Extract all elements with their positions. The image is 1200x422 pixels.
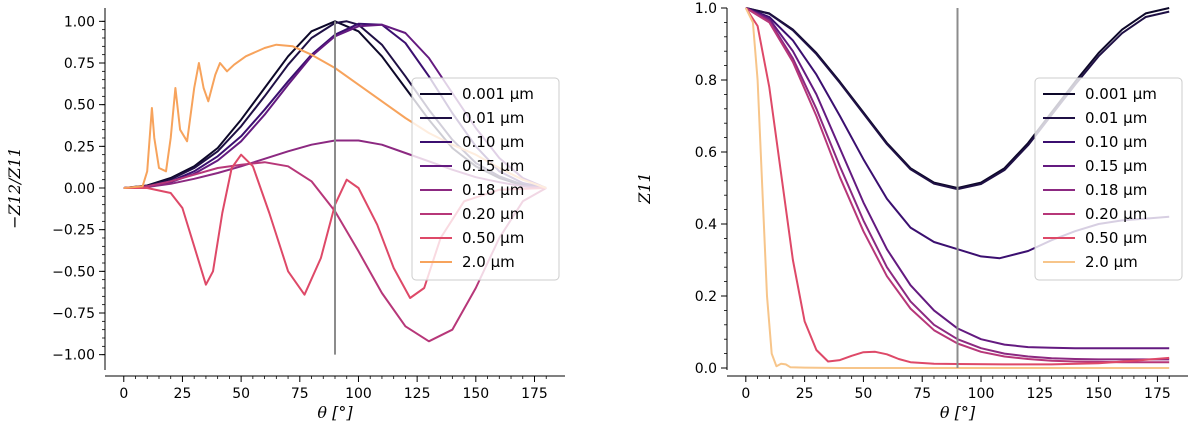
legend-label-1: 0.01 μm	[1085, 109, 1147, 127]
legend: 0.001 μm 0.01 μm 0.10 μm 0.15 μm 0.18 μm 0.20…	[1034, 77, 1183, 281]
y-tick-label-0: 0.0	[695, 361, 717, 377]
y-tick-label-1: −0.75	[52, 306, 95, 322]
y-tick-label-4: 0.8	[695, 73, 717, 89]
x-tick-label-7: 175	[521, 386, 548, 402]
legend-label-0: 0.001 μm	[462, 85, 534, 103]
legend-label-7: 2.0 μm	[1085, 253, 1138, 271]
x-ticks: 0 25 50 75 100 125 150 175	[741, 376, 1171, 402]
legend-label-3: 0.15 μm	[1085, 157, 1147, 175]
x-tick-label-1: 25	[796, 386, 814, 402]
x-tick-label-2: 50	[855, 386, 873, 402]
y-tick-label-3: −0.25	[52, 223, 95, 239]
legend-label-6: 0.50 μm	[1085, 229, 1147, 247]
y-tick-label-5: 0.25	[64, 139, 95, 155]
x-axis-label: θ [°]	[940, 403, 976, 422]
x-tick-label-3: 75	[291, 386, 309, 402]
legend-label-4: 0.18 μm	[1085, 181, 1147, 199]
chart-right-z11: 0.001 μm0.01 μm0.10 μm0.15 μm0.18 μm0.20…	[635, 1, 1188, 422]
legend-label-7: 2.0 μm	[462, 253, 515, 271]
y-tick-label-0: −1.00	[52, 348, 95, 364]
x-tick-label-6: 150	[462, 386, 489, 402]
x-tick-label-1: 25	[174, 386, 192, 402]
chart-left-z12-over-z11: 0.001 μm 0.01 μm 0.10 μm 0.15 μm 0.18 μm 0.20…	[5, 8, 565, 422]
series-line-6	[123, 153, 547, 299]
x-tick-label-5: 125	[404, 386, 431, 402]
legend-label-5: 0.20 μm	[1085, 205, 1147, 223]
x-tick-label-0: 0	[741, 386, 750, 402]
x-tick-label-5: 125	[1026, 386, 1053, 402]
legend-label-0: 0.001 μm	[1085, 85, 1157, 103]
x-tick-label-7: 175	[1144, 386, 1171, 402]
y-tick-label-8: 1.00	[64, 14, 95, 30]
legend-label-6: 0.50 μm	[462, 229, 524, 247]
x-tick-label-3: 75	[913, 386, 931, 402]
y-axis-label: −Z12/Z11	[5, 147, 24, 229]
legend-label-2: 0.10 μm	[462, 133, 524, 151]
y-ticks: 0.0 0.2 0.4 0.6 0.8 1.0	[695, 1, 727, 377]
legend-label-5: 0.20 μm	[462, 205, 524, 223]
x-tick-label-4: 100	[968, 386, 995, 402]
series-line-6	[744, 7, 1170, 366]
axes: 0 25 50 75 100 125 150 175 −1.00 −0.75 −0.50 −0.25 0…	[52, 8, 565, 402]
legend-label-1: 0.01 μm	[462, 109, 524, 127]
legend-label-2: 0.10 μm	[1085, 133, 1147, 151]
y-tick-label-2: −0.50	[52, 264, 95, 280]
y-tick-label-7: 0.75	[64, 56, 95, 72]
x-axis-label: θ [°]	[317, 403, 353, 422]
legend-label-4: 0.18 μm	[462, 181, 524, 199]
legend-frame	[1034, 77, 1183, 281]
y-tick-label-2: 0.4	[695, 217, 717, 233]
y-tick-label-6: 0.50	[64, 98, 95, 114]
y-axis-label: Z11	[635, 172, 654, 204]
y-tick-label-4: 0.00	[64, 181, 95, 197]
x-tick-label-2: 50	[232, 386, 250, 402]
axes: 0 25 50 75 100 125 150 175 0.0 0.2 0.4 0.6 0.8 1.0	[695, 1, 1188, 402]
legend-label-3: 0.15 μm	[462, 157, 524, 175]
y-tick-label-5: 1.0	[695, 1, 717, 17]
legend-frame	[411, 77, 560, 281]
x-tick-label-0: 0	[119, 386, 128, 402]
x-ticks: 0 25 50 75 100 125 150 175	[119, 376, 548, 402]
y-tick-label-1: 0.2	[695, 289, 717, 305]
y-ticks: −1.00 −0.75 −0.50 −0.25 0.00 0.25 0.50 0.75 1.00	[52, 14, 105, 364]
x-tick-label-4: 100	[345, 386, 372, 402]
legend: 0.001 μm 0.01 μm 0.10 μm 0.15 μm 0.18 μm 0.20…	[411, 77, 560, 281]
series-line-7	[744, 7, 1170, 369]
y-tick-label-3: 0.6	[695, 145, 717, 161]
x-tick-label-6: 150	[1085, 386, 1112, 402]
